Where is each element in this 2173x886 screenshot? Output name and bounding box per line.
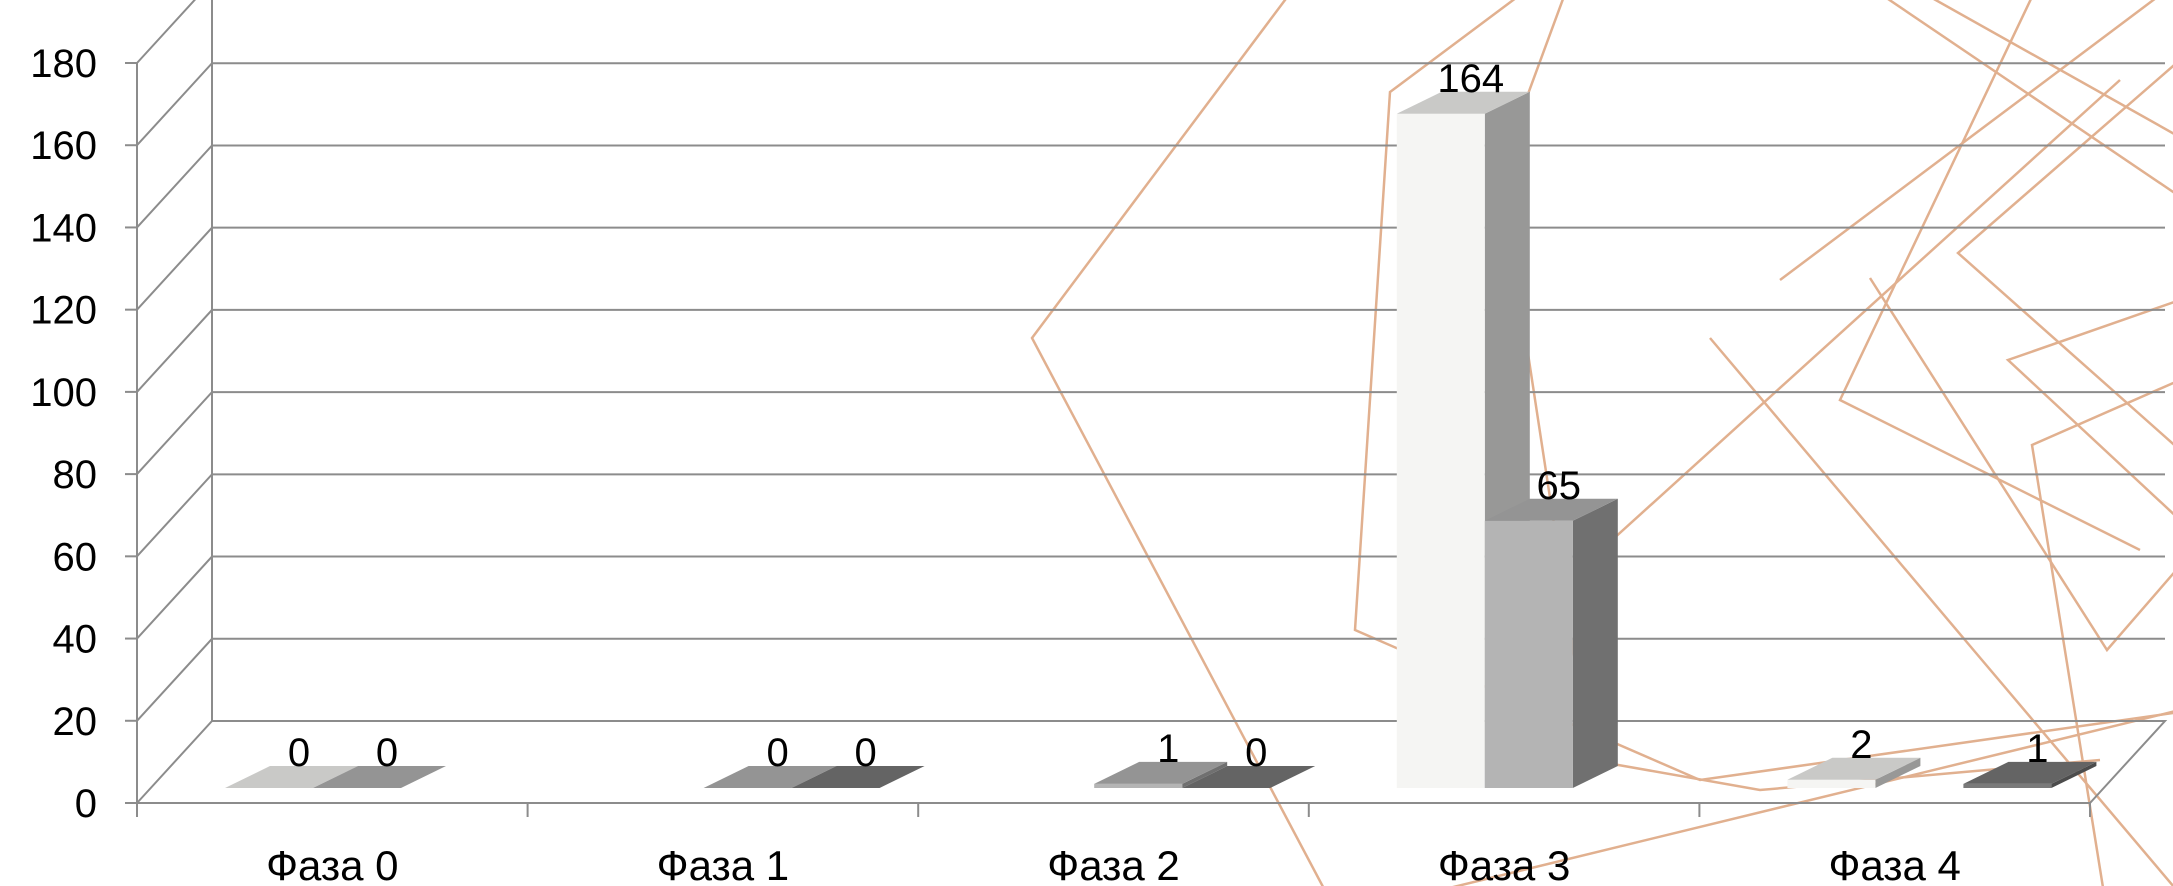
data-label-s1-c1: 0 [288,731,310,775]
x-category-label-5: Фаза 4 [1828,842,1960,886]
data-label-s1-c5: 2 [1850,723,1872,767]
bar-s1-c5 [1787,779,1876,788]
x-category-label-1: Фаза 0 [266,842,398,886]
data-label-s2-c2: 0 [766,731,788,775]
bar-side-s1-c5 [1875,757,1921,788]
y-tick-label-20: 20 [53,700,98,744]
decorative-line-11 [2005,301,2173,516]
gridline-160 [136,62,2165,146]
y-tick-label-140: 140 [30,206,97,250]
y-tick-label-80: 80 [53,453,98,497]
decorative-line-10 [1868,277,2173,653]
data-label-s2-c4: 65 [1537,464,1582,508]
bar-side-s3-c5 [2051,761,2097,788]
y-tick-label-160: 160 [30,124,97,168]
decorative-line-4 [1589,79,2121,561]
x-category-label-3: Фаза 2 [1047,842,1179,886]
bar-top-s2-c4 [1484,498,1618,521]
gridline-100 [136,308,2165,393]
decorative-line-2 [1353,0,2173,782]
bar-s2-c3 [1094,783,1183,788]
x-category-label-4: Фаза 3 [1438,842,1570,886]
gridline-140 [136,144,2165,229]
y-tick-label-40: 40 [53,618,98,662]
data-label-s3-c3: 0 [1245,731,1267,775]
bar-side-s2-c3 [1182,761,1228,788]
gridline-80 [136,391,2165,475]
gridline-40 [136,555,2165,640]
y-tick-label-180: 180 [30,42,97,86]
decorative-line-8 [1933,0,2173,135]
gridline-20 [136,637,2165,722]
bar-top-s2-c2 [703,766,837,788]
data-label-s3-c2: 0 [854,731,876,775]
bar-top-s2-c3 [1094,761,1228,784]
data-label-s2-c1: 0 [376,731,398,775]
data-label-s3-c5: 1 [2026,727,2048,771]
decorative-line-12 [2030,381,2173,886]
decorative-line-5 [1779,0,2156,281]
bar-top-s1-c5 [1787,757,1921,780]
y-tick-label-0: 0 [75,782,97,826]
decorative-line-14 [1452,710,2173,886]
y-tick-label-120: 120 [30,289,97,333]
y-tick-label-100: 100 [30,371,97,415]
decorative-line-13 [1956,64,2173,446]
bar-s3-c5 [1963,783,2052,788]
bar-top-s1-c1 [225,766,358,788]
decorative-line-1 [1030,0,1324,886]
decorative-line-7 [1887,0,2173,194]
bar-top-s2-c1 [313,766,446,788]
bar-top-s3-c5 [1963,761,2097,784]
chart-bars [225,91,2097,789]
decorative-line-6 [1709,337,2173,886]
bar-s2-c4 [1484,520,1573,788]
y-tick-label-60: 60 [53,535,98,579]
bar-top-s1-c4 [1396,91,1530,114]
chart-gridlines [125,0,2168,817]
gridline-120 [136,226,2165,311]
data-label-s2-c3: 1 [1157,727,1179,771]
bar-top-s3-c3 [1182,766,1316,788]
bar-top-s3-c2 [791,766,925,788]
bar-s1-c4 [1396,113,1485,789]
data-label-s1-c4: 164 [1437,57,1504,101]
x-category-label-2: Фаза 1 [657,842,789,886]
gridline-180 [136,0,196,64]
bar-side-s2-c4 [1572,498,1618,788]
floor-outline [136,720,2168,804]
